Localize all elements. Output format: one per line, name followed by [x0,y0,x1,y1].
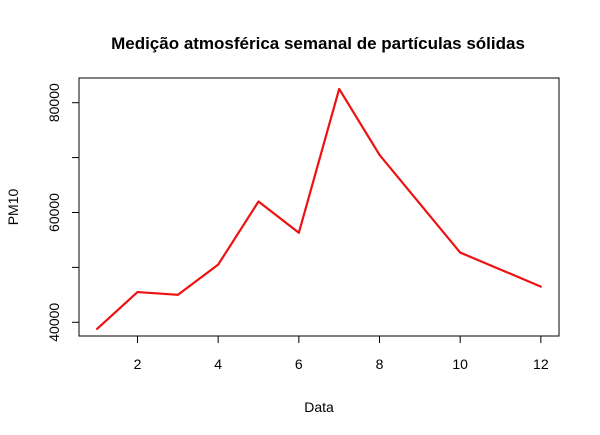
series-line [96,87,542,330]
y-tick-label: 40000 [46,303,62,342]
x-axis-label: Data [304,399,334,415]
plot-frame [78,77,560,337]
x-tick-label: 12 [533,356,549,372]
x-tick-label: 2 [134,356,142,372]
x-axis: 2 4 6 8 10 12 [134,335,549,372]
x-tick-label: 10 [452,356,468,372]
x-tick-label: 6 [295,356,303,372]
series-layer [96,87,542,330]
y-tick-label: 80000 [46,83,62,122]
x-tick-label: 8 [376,356,384,372]
y-axis-label: PM10 [5,189,21,226]
chart-title: Medição atmosférica semanal de partícula… [111,34,525,53]
y-axis: 40000 60000 80000 [46,83,80,342]
y-tick-label: 60000 [46,193,62,232]
x-tick-label: 4 [214,356,222,372]
